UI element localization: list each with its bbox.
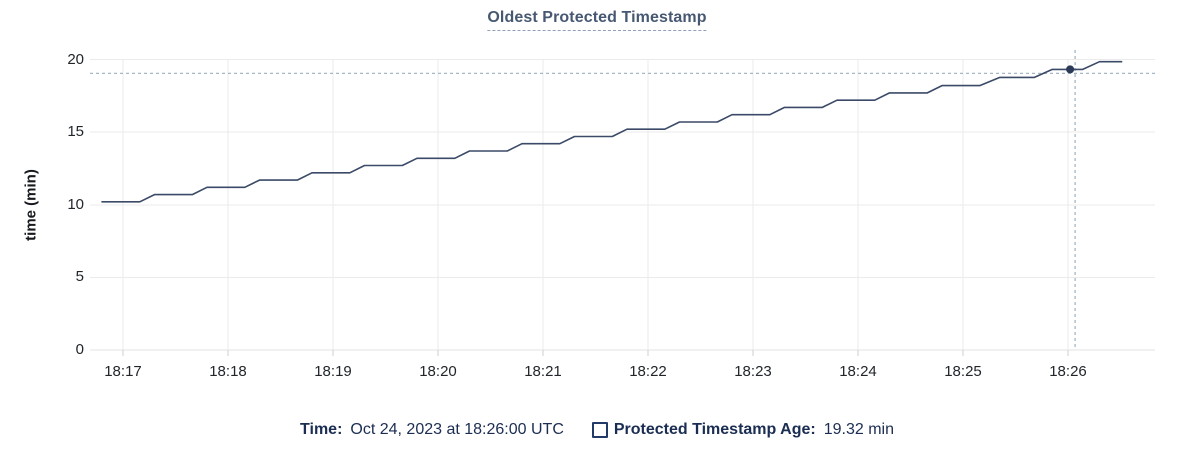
time-label: Time:	[300, 421, 343, 438]
series-checkbox-icon[interactable]	[591, 422, 608, 438]
x-tick-label: 18:21	[524, 363, 562, 380]
y-tick-label: 0	[75, 341, 84, 358]
x-tick-label: 18:18	[209, 363, 247, 380]
chart-title-text: Oldest Protected Timestamp	[487, 9, 707, 26]
legend-series-toggle[interactable]: Protected Timestamp Age: 19.32 min	[591, 421, 894, 439]
time-value: Oct 24, 2023 at 18:26:00 UTC	[350, 421, 564, 438]
y-tick-label: 10	[67, 195, 84, 213]
x-tick-label: 18:22	[629, 363, 667, 380]
x-tick-label: 18:20	[419, 363, 457, 380]
chart-title[interactable]: Oldest Protected Timestamp	[487, 9, 707, 31]
series-label: Protected Timestamp Age:	[613, 421, 816, 438]
x-tick-label: 18:23	[734, 363, 772, 380]
x-tick-label: 18:25	[944, 363, 982, 380]
x-tick-label: 18:19	[314, 363, 352, 380]
series-line	[101, 60, 1123, 203]
chart-legend: Time: Oct 24, 2023 at 18:26:00 UTC Prote…	[0, 421, 1194, 439]
y-tick-label: 15	[67, 123, 84, 141]
x-tick-label: 18:24	[839, 363, 877, 380]
x-tick-label: 18:17	[104, 363, 142, 380]
x-tick-label: 18:26	[1049, 363, 1087, 380]
hover-point-dot	[1066, 65, 1075, 74]
y-tick-label: 20	[67, 50, 84, 68]
y-tick-label: 5	[75, 268, 84, 286]
series-value: 19.32 min	[823, 421, 894, 438]
plot-area[interactable]	[0, 0, 1194, 410]
